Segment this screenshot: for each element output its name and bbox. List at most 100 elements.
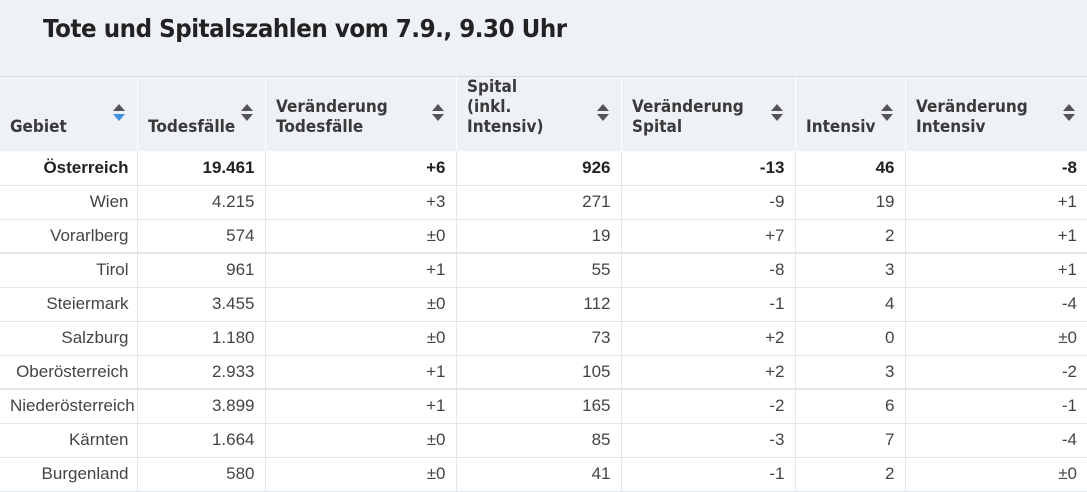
cell-veraenderung-todesfaelle: ±0 — [264, 321, 456, 356]
table-row: Burgenland 580 ±0 41 -1 2 ±0 — [0, 457, 1087, 492]
cell-intensiv: 6 — [794, 388, 905, 424]
cell-veraenderung-intensiv: -4 — [904, 423, 1087, 458]
cell-veraenderung-intensiv: +1 — [904, 219, 1087, 254]
cell-intensiv: 19 — [794, 185, 905, 220]
table-row: Wien 4.215 +3 271 -9 19 +1 — [0, 185, 1087, 220]
cell-veraenderung-spital: +2 — [620, 321, 795, 356]
cell-gebiet: Kärnten — [0, 423, 137, 458]
cell-veraenderung-todesfaelle: ±0 — [264, 287, 456, 322]
cell-veraenderung-intensiv: ±0 — [904, 457, 1087, 492]
cell-intensiv: 4 — [794, 287, 905, 322]
cell-veraenderung-spital: +2 — [620, 355, 795, 390]
cell-spital: 926 — [455, 151, 621, 186]
sort-icon[interactable] — [880, 104, 893, 121]
cell-spital: 271 — [455, 185, 621, 220]
cell-todesfaelle: 580 — [136, 457, 265, 492]
cell-veraenderung-spital: -1 — [620, 457, 795, 492]
cell-todesfaelle: 961 — [136, 252, 265, 288]
cell-intensiv: 3 — [794, 252, 905, 288]
cell-spital: 85 — [455, 423, 621, 458]
table-body: Österreich 19.461 +6 926 -13 46 -8 Wien … — [0, 151, 1087, 492]
column-header-veraenderung-todesfaelle[interactable]: Veränderung Todesfälle — [264, 76, 456, 151]
cell-veraenderung-todesfaelle: +3 — [264, 185, 456, 220]
cell-todesfaelle: 19.461 — [136, 151, 265, 186]
cell-gebiet: Burgenland — [0, 457, 137, 492]
cell-veraenderung-todesfaelle: +1 — [264, 355, 456, 390]
column-header-todesfaelle[interactable]: Todesfälle — [136, 76, 265, 151]
cell-gebiet: Oberösterreich — [0, 355, 137, 390]
cell-intensiv: 0 — [794, 321, 905, 356]
column-header-label: Veränderung Todesfälle — [275, 97, 388, 137]
sort-icon[interactable] — [431, 104, 444, 121]
cell-veraenderung-intensiv: -4 — [904, 287, 1087, 322]
cell-intensiv: 2 — [794, 219, 905, 254]
cell-veraenderung-spital: +7 — [620, 219, 795, 254]
column-header-label: Veränderung Spital — [631, 97, 744, 137]
cell-veraenderung-intensiv: -1 — [904, 388, 1087, 424]
cell-intensiv: 3 — [794, 355, 905, 390]
cell-veraenderung-todesfaelle: +1 — [264, 252, 456, 288]
column-header-gebiet[interactable]: Gebiet — [0, 76, 137, 151]
cell-todesfaelle: 4.215 — [136, 185, 265, 220]
cell-gebiet: Niederösterreich — [0, 388, 137, 424]
sort-icon[interactable] — [770, 104, 783, 121]
sort-icon[interactable] — [1063, 104, 1075, 121]
cell-veraenderung-intensiv: -8 — [904, 151, 1087, 186]
cell-todesfaelle: 3.455 — [136, 287, 265, 322]
column-header-label: Intensiv — [805, 117, 875, 137]
table-row: Salzburg 1.180 ±0 73 +2 0 ±0 — [0, 321, 1087, 356]
cell-veraenderung-todesfaelle: +6 — [264, 151, 456, 186]
cell-spital: 55 — [455, 252, 621, 288]
cell-spital: 165 — [455, 388, 621, 424]
cell-gebiet: Tirol — [0, 252, 137, 288]
cell-veraenderung-spital: -2 — [620, 388, 795, 424]
cell-veraenderung-todesfaelle: ±0 — [264, 423, 456, 458]
cell-veraenderung-spital: -13 — [620, 151, 795, 186]
cell-gebiet: Österreich — [0, 151, 137, 186]
cell-veraenderung-todesfaelle: ±0 — [264, 219, 456, 254]
data-table: Gebiet Todesfälle Veränderung Todesfälle… — [0, 76, 1087, 492]
sort-icon[interactable] — [596, 104, 609, 121]
column-header-label: Spital (inkl. Intensiv) — [466, 77, 543, 137]
cell-veraenderung-intensiv: ±0 — [904, 321, 1087, 356]
cell-todesfaelle: 1.180 — [136, 321, 265, 356]
cell-todesfaelle: 2.933 — [136, 355, 265, 390]
cell-veraenderung-intensiv: -2 — [904, 355, 1087, 390]
cell-spital: 73 — [455, 321, 621, 356]
header-row: Gebiet Todesfälle Veränderung Todesfälle… — [0, 76, 1087, 151]
table-row: Oberösterreich 2.933 +1 105 +2 3 -2 — [0, 355, 1087, 390]
page-title: Tote und Spitalszahlen vom 7.9., 9.30 Uh… — [43, 14, 567, 43]
cell-spital: 105 — [455, 355, 621, 390]
cell-gebiet: Wien — [0, 185, 137, 220]
column-header-intensiv[interactable]: Intensiv — [794, 76, 905, 151]
cell-gebiet: Steiermark — [0, 287, 137, 322]
column-header-label: Veränderung Intensiv — [915, 97, 1028, 137]
table-row: Kärnten 1.664 ±0 85 -3 7 -4 — [0, 423, 1087, 458]
cell-spital: 41 — [455, 457, 621, 492]
table-row: Steiermark 3.455 ±0 112 -1 4 -4 — [0, 287, 1087, 322]
cell-spital: 112 — [455, 287, 621, 322]
table-row: Tirol 961 +1 55 -8 3 +1 — [0, 252, 1087, 288]
cell-veraenderung-todesfaelle: +1 — [264, 388, 456, 424]
cell-gebiet: Vorarlberg — [0, 219, 137, 254]
table-row-total: Österreich 19.461 +6 926 -13 46 -8 — [0, 151, 1087, 186]
cell-intensiv: 2 — [794, 457, 905, 492]
cell-veraenderung-spital: -9 — [620, 185, 795, 220]
cell-veraenderung-intensiv: +1 — [904, 185, 1087, 220]
column-header-veraenderung-spital[interactable]: Veränderung Spital — [620, 76, 795, 151]
column-header-label: Gebiet — [10, 117, 67, 137]
table-row: Vorarlberg 574 ±0 19 +7 2 +1 — [0, 219, 1087, 254]
cell-veraenderung-spital: -1 — [620, 287, 795, 322]
column-header-spital[interactable]: Spital (inkl. Intensiv) — [455, 76, 621, 151]
column-header-label: Todesfälle — [147, 117, 235, 137]
title-bar: Tote und Spitalszahlen vom 7.9., 9.30 Uh… — [0, 0, 1087, 76]
sort-icon[interactable] — [112, 104, 125, 121]
table-row: Niederösterreich 3.899 +1 165 -2 6 -1 — [0, 388, 1087, 424]
cell-intensiv: 46 — [794, 151, 905, 186]
column-header-veraenderung-intensiv[interactable]: Veränderung Intensiv — [904, 76, 1087, 151]
sort-icon[interactable] — [240, 104, 253, 121]
cell-intensiv: 7 — [794, 423, 905, 458]
cell-veraenderung-spital: -8 — [620, 252, 795, 288]
cell-veraenderung-todesfaelle: ±0 — [264, 457, 456, 492]
cell-spital: 19 — [455, 219, 621, 254]
